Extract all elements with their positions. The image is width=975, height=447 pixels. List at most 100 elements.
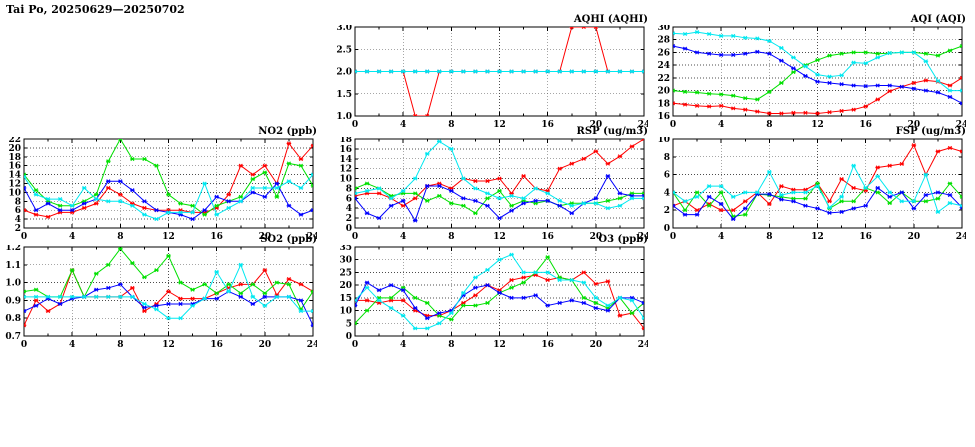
y-tick-label: 22 <box>657 74 670 84</box>
y-tick-label: 30 <box>657 25 670 33</box>
y-tick-label: 0 <box>346 332 352 342</box>
x-tick-label: 16 <box>859 120 872 130</box>
y-tick-label: 8 <box>15 197 21 207</box>
x-tick-label: 12 <box>811 120 824 130</box>
x-tick-label: 20 <box>590 340 603 350</box>
y-tick-label: 20 <box>8 144 21 154</box>
y-tick-label: 2.5 <box>336 45 352 55</box>
y-tick-label: 18 <box>657 99 670 109</box>
x-tick-label: 8 <box>117 340 123 350</box>
y-tick-label: 2 <box>664 206 670 216</box>
x-tick-label: 4 <box>69 340 75 350</box>
series-day4-rsp <box>355 139 644 211</box>
x-tick-label: 12 <box>493 232 506 242</box>
y-tick-label: 10 <box>8 188 21 198</box>
x-tick-label: 24 <box>307 340 317 350</box>
x-tick-label: 16 <box>210 340 223 350</box>
chart-title-aqhi: AQHI (AQHI) <box>573 14 648 25</box>
chart-title-rsp: RSP (ug/m3) <box>576 126 648 137</box>
y-tick-label: 14 <box>339 155 352 165</box>
series-day3-fsp <box>673 185 962 222</box>
page-title: Tai Po, 20250629—20250702 <box>6 3 185 16</box>
x-axis-ticks: 0 4 8 12 16 20 24 <box>21 139 317 242</box>
y-tick-label: 10 <box>657 137 670 145</box>
x-tick-label: 24 <box>956 120 966 130</box>
chart-title-fsp: FSP (ug/m3) <box>895 126 966 137</box>
series-day1-no2 <box>24 141 313 219</box>
chart-title-so2: SO2 (ppb) <box>260 234 317 245</box>
y-tick-label: 4 <box>346 204 352 214</box>
y-tick-label: 15 <box>339 294 352 304</box>
chart-title-no2: NO2 (ppb) <box>258 126 317 137</box>
y-tick-label: 22 <box>8 137 21 145</box>
y-tick-label: 6 <box>664 171 670 181</box>
series-day4-no2 <box>24 172 313 222</box>
x-tick-label: 12 <box>162 232 175 242</box>
series-day1-aqi <box>673 75 962 116</box>
y-tick-label: 0 <box>664 224 670 234</box>
y-tick-label: 6 <box>15 206 21 216</box>
x-tick-label: 16 <box>541 120 554 130</box>
chart-title-aqi: AQI (AQI) <box>910 14 966 25</box>
y-tick-label: 28 <box>657 36 670 46</box>
x-axis-ticks: 0 4 8 12 16 20 24 <box>670 139 966 242</box>
y-tick-label: 5 <box>346 319 352 329</box>
y-tick-label: 0.9 <box>5 296 21 306</box>
x-tick-label: 12 <box>493 120 506 130</box>
y-tick-label: 0.8 <box>5 314 21 324</box>
grid-lines <box>24 139 313 228</box>
y-tick-label: 24 <box>657 61 670 71</box>
y-tick-label: 10 <box>339 307 352 317</box>
y-tick-label: 25 <box>339 268 352 278</box>
y-tick-label: 16 <box>339 145 352 155</box>
y-tick-label: 35 <box>339 245 352 253</box>
x-tick-label: 24 <box>956 232 966 242</box>
series-day4-o3 <box>355 252 644 331</box>
y-tick-label: 6 <box>346 194 352 204</box>
series-day4-so2 <box>24 262 313 321</box>
y-tick-label: 30 <box>339 256 352 266</box>
y-tick-label: 0 <box>346 224 352 234</box>
grid-lines <box>355 139 644 228</box>
chart-plot-aqi: 16 18 20 22 24 26 28 30 0 4 8 12 16 20 24 <box>657 25 966 130</box>
chart-plot-so2: 0.7 0.8 0.9 1.0 1.1 1.2 0 4 8 12 16 20 24 <box>5 245 317 350</box>
y-tick-label: 10 <box>339 175 352 185</box>
y-tick-label: 8 <box>664 153 670 163</box>
x-tick-label: 20 <box>908 120 921 130</box>
x-axis-ticks: 0 4 8 12 16 20 24 <box>352 27 648 130</box>
y-tick-label: 16 <box>8 162 21 172</box>
y-tick-label: 1.0 <box>5 279 21 289</box>
x-tick-label: 24 <box>307 232 317 242</box>
y-axis-ticks: 16 18 20 22 24 26 28 30 <box>657 25 962 122</box>
y-tick-label: 3.0 <box>336 25 352 33</box>
x-tick-label: 20 <box>590 232 603 242</box>
x-tick-label: 24 <box>638 340 648 350</box>
y-tick-label: 2 <box>15 224 21 234</box>
x-tick-label: 8 <box>766 232 772 242</box>
x-tick-label: 0 <box>352 120 358 130</box>
x-tick-label: 12 <box>811 232 824 242</box>
x-tick-label: 16 <box>210 232 223 242</box>
y-tick-label: 0.7 <box>5 332 21 342</box>
y-tick-label: 18 <box>8 153 21 163</box>
x-axis-ticks: 0 4 8 12 16 20 24 <box>352 247 648 350</box>
y-tick-label: 1.0 <box>336 112 352 122</box>
x-tick-label: 4 <box>718 120 724 130</box>
x-tick-label: 0 <box>670 120 676 130</box>
x-tick-label: 0 <box>352 232 358 242</box>
y-tick-label: 1.1 <box>5 261 21 271</box>
x-tick-label: 8 <box>117 232 123 242</box>
chart-plot-o3: 0 5 10 15 20 25 30 35 0 4 8 12 16 20 24 <box>339 245 648 350</box>
x-tick-label: 4 <box>400 232 406 242</box>
y-tick-label: 26 <box>657 48 670 58</box>
chart-title-o3: O3 (ppb) <box>598 234 648 245</box>
series-day2-no2 <box>24 139 313 217</box>
x-tick-label: 8 <box>448 120 454 130</box>
y-tick-label: 14 <box>8 171 21 181</box>
x-tick-label: 4 <box>400 120 406 130</box>
series-day4-aqi <box>673 30 962 93</box>
x-tick-label: 12 <box>493 340 506 350</box>
